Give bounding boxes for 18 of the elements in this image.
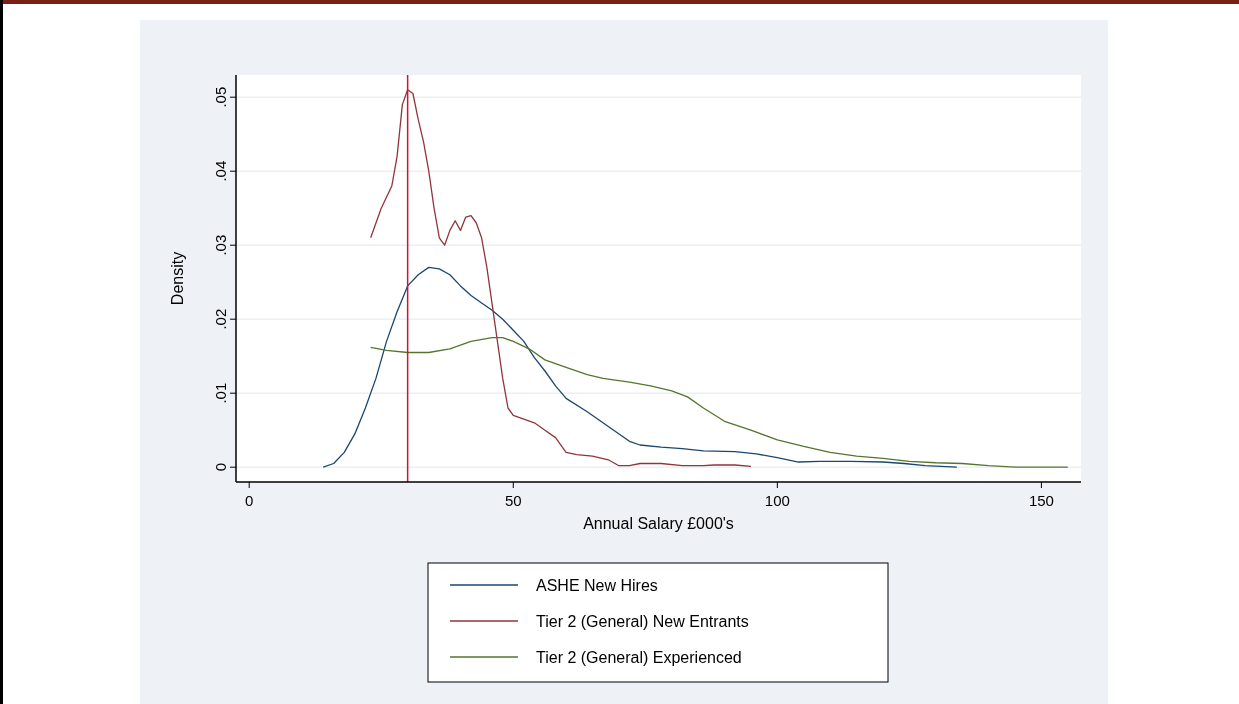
x-axis-title: Annual Salary £000's	[583, 515, 734, 532]
y-tick-label: .05	[212, 86, 229, 108]
y-tick-label: .03	[212, 234, 229, 256]
y-tick-label: .01	[212, 382, 229, 404]
x-tick-label: 100	[764, 492, 790, 509]
legend-label: Tier 2 (General) New Entrants	[536, 613, 749, 630]
y-tick-label: 0	[212, 463, 229, 472]
y-tick-label: .02	[212, 308, 229, 330]
line-series	[370, 89, 752, 468]
x-tick-label: 150	[1028, 492, 1054, 509]
legend-label: ASHE New Hires	[536, 577, 658, 594]
line-series	[322, 266, 958, 468]
x-tick-label: 50	[504, 492, 522, 509]
y-axis-title: Density	[169, 251, 186, 306]
line-series	[370, 337, 1069, 468]
legend-label: Tier 2 (General) Experienced	[536, 649, 742, 666]
y-tick-label: .04	[212, 160, 229, 182]
x-tick-label: 0	[245, 492, 254, 509]
